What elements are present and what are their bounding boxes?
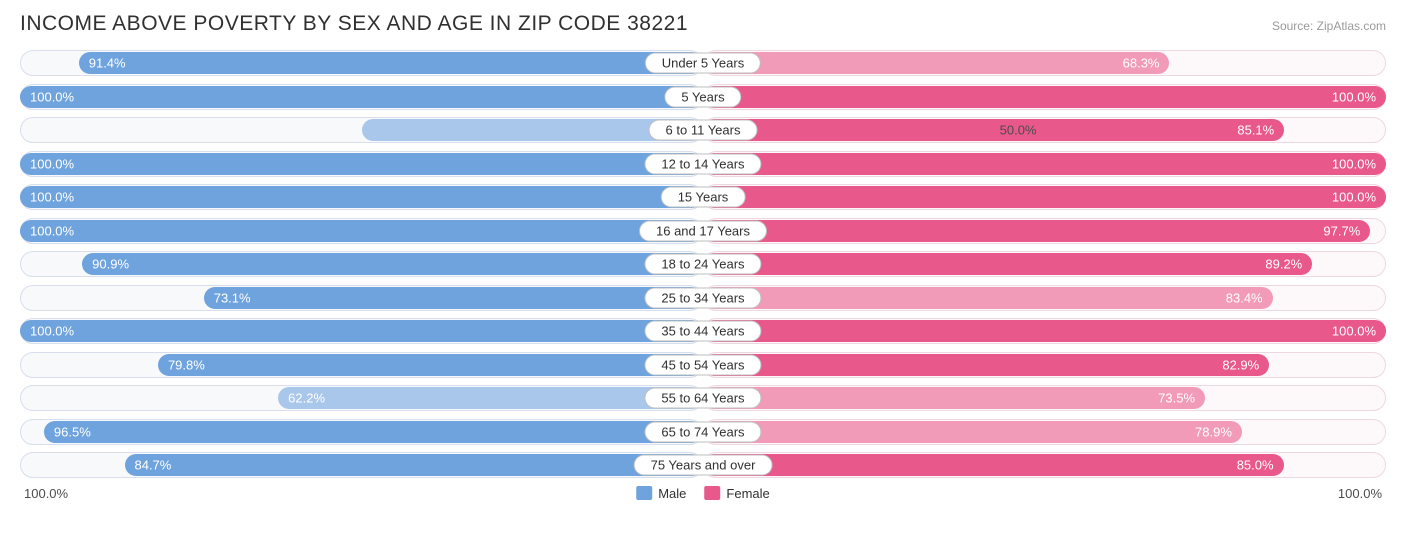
chart-row: 100.0% 100.0% 35 to 44 Years (20, 318, 1386, 344)
source-label: Source: ZipAtlas.com (1272, 19, 1386, 33)
value-female: 100.0% (1332, 190, 1376, 205)
value-male: 100.0% (30, 156, 74, 171)
bar-female (703, 354, 1269, 376)
bar-male (20, 186, 703, 208)
value-female: 97.7% (1323, 223, 1360, 238)
chart-row: 100.0% 100.0% 5 Years (20, 84, 1386, 110)
chart-row: 100.0% 97.7% 16 and 17 Years (20, 218, 1386, 244)
chart-row: 79.8% 82.9% 45 to 54 Years (20, 352, 1386, 378)
value-female: 68.3% (1123, 56, 1160, 71)
bar-male (20, 86, 703, 108)
category-label: 15 Years (661, 187, 746, 208)
chart-row: 73.1% 83.4% 25 to 34 Years (20, 285, 1386, 311)
bar-female (703, 454, 1284, 476)
value-male: 100.0% (30, 190, 74, 205)
chart-row: 84.7% 85.0% 75 Years and over (20, 452, 1386, 478)
legend: Male Female (636, 486, 770, 501)
value-male: 90.9% (92, 257, 129, 272)
category-label: 5 Years (664, 86, 741, 107)
category-label: 45 to 54 Years (644, 354, 761, 375)
bar-female (703, 387, 1205, 409)
value-female: 89.2% (1265, 257, 1302, 272)
value-male: 73.1% (214, 290, 251, 305)
value-male: 100.0% (30, 324, 74, 339)
bar-male (79, 52, 703, 74)
legend-item-female: Female (704, 486, 769, 501)
chart-row: 62.2% 73.5% 55 to 64 Years (20, 385, 1386, 411)
value-female: 100.0% (1332, 324, 1376, 339)
bar-female (703, 220, 1370, 242)
value-male: 62.2% (288, 391, 325, 406)
value-male: 50.0% (1000, 123, 1037, 138)
bar-female (703, 119, 1284, 141)
bar-female (703, 153, 1386, 175)
chart-title: INCOME ABOVE POVERTY BY SEX AND AGE IN Z… (20, 12, 688, 36)
category-label: 12 to 14 Years (644, 153, 761, 174)
bar-male (20, 153, 703, 175)
chart-row: 90.9% 89.2% 18 to 24 Years (20, 251, 1386, 277)
category-label: 65 to 74 Years (644, 421, 761, 442)
bar-female (703, 287, 1273, 309)
bar-male (82, 253, 703, 275)
chart-row: 100.0% 100.0% 15 Years (20, 184, 1386, 210)
value-female: 100.0% (1332, 89, 1376, 104)
value-male: 84.7% (134, 458, 171, 473)
value-female: 78.9% (1195, 424, 1232, 439)
category-label: 55 to 64 Years (644, 388, 761, 409)
bar-female (703, 320, 1386, 342)
bar-male (204, 287, 703, 309)
legend-label-female: Female (726, 486, 769, 501)
chart-row: 100.0% 100.0% 12 to 14 Years (20, 151, 1386, 177)
bar-female (703, 52, 1169, 74)
axis-max-right: 100.0% (1338, 486, 1382, 501)
bar-female (703, 421, 1242, 443)
category-label: 25 to 34 Years (644, 287, 761, 308)
axis-max-left: 100.0% (24, 486, 68, 501)
value-female: 85.1% (1237, 123, 1274, 138)
bar-male (278, 387, 703, 409)
bar-female (703, 253, 1312, 275)
category-label: Under 5 Years (645, 53, 761, 74)
swatch-female (704, 486, 720, 500)
value-female: 82.9% (1222, 357, 1259, 372)
value-female: 100.0% (1332, 156, 1376, 171)
bar-male (44, 421, 703, 443)
value-male: 100.0% (30, 89, 74, 104)
value-female: 83.4% (1226, 290, 1263, 305)
value-female: 73.5% (1158, 391, 1195, 406)
chart-row: 96.5% 78.9% 65 to 74 Years (20, 419, 1386, 445)
category-label: 75 Years and over (634, 455, 773, 476)
category-label: 6 to 11 Years (649, 120, 758, 141)
diverging-bar-chart: 91.4% 68.3% Under 5 Years 100.0% 100.0% 5 Yea… (20, 50, 1386, 478)
bar-female (703, 86, 1386, 108)
category-label: 35 to 44 Years (644, 321, 761, 342)
category-label: 16 and 17 Years (639, 220, 767, 241)
category-label: 18 to 24 Years (644, 254, 761, 275)
value-female: 85.0% (1237, 458, 1274, 473)
swatch-male (636, 486, 652, 500)
bar-female (703, 186, 1386, 208)
legend-item-male: Male (636, 486, 686, 501)
bar-male (125, 454, 704, 476)
value-male: 100.0% (30, 223, 74, 238)
legend-label-male: Male (658, 486, 686, 501)
bar-male (20, 320, 703, 342)
chart-row: 91.4% 68.3% Under 5 Years (20, 50, 1386, 76)
bar-male (158, 354, 703, 376)
value-male: 79.8% (168, 357, 205, 372)
bar-male (20, 220, 703, 242)
chart-row: 50.0% 85.1% 6 to 11 Years (20, 117, 1386, 143)
value-male: 91.4% (89, 56, 126, 71)
value-male: 96.5% (54, 424, 91, 439)
